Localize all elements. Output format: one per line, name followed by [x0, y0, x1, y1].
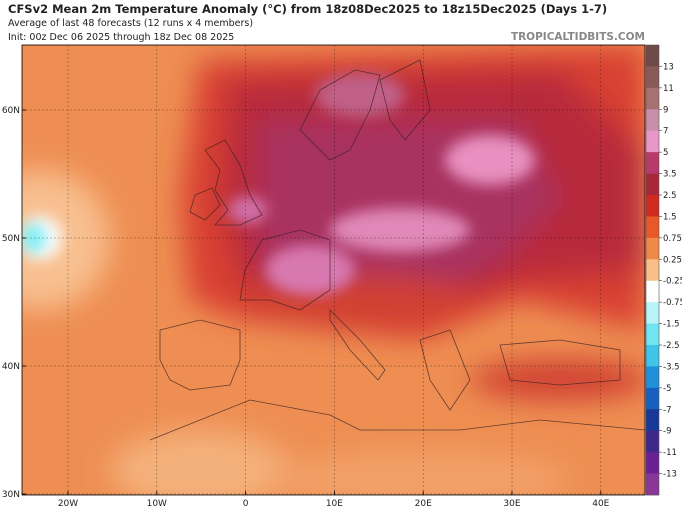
colorbar-segment	[646, 323, 659, 346]
title: CFSv2 Mean 2m Temperature Anomaly (°C) f…	[8, 2, 607, 16]
colorbar-segment	[646, 387, 659, 410]
colorbar-label: 13	[663, 62, 674, 72]
lon-label: 40E	[592, 499, 609, 508]
colorbar-segment	[646, 259, 659, 282]
colorbar-label: 0.75	[663, 234, 682, 244]
colorbar-label: 1.5	[663, 212, 677, 222]
colorbar-label: -7	[663, 405, 671, 415]
lon-label: 10E	[326, 499, 343, 508]
colorbar-label: -0.25	[663, 277, 682, 287]
colorbar-segment	[646, 195, 659, 217]
init-text: Init: 00z Dec 06 2025 through 18z Dec 08…	[8, 32, 234, 43]
colorbar-segment	[646, 45, 659, 67]
colorbar-label: -9	[663, 427, 671, 437]
lat-label: 50N	[2, 234, 20, 244]
colorbar-segment	[646, 109, 659, 132]
colorbar-frame	[645, 44, 660, 496]
colorbar-label: -0.75	[663, 298, 682, 308]
lon-label: 30E	[503, 499, 520, 508]
map-field	[22, 45, 645, 495]
colorbar-label: 2.5	[663, 191, 677, 201]
colorbar-label: -11	[663, 448, 677, 458]
brand: TROPICALTIDBITS.COM	[511, 31, 645, 43]
colorbar-segment	[646, 409, 659, 432]
colorbar-label: -5	[663, 384, 671, 394]
colorbar-segment	[646, 173, 659, 196]
colorbar-label: 0.25	[663, 255, 682, 265]
colorbar-segment	[646, 216, 659, 239]
colorbar-label: 9	[663, 105, 668, 115]
colorbar-segment	[646, 430, 659, 453]
lon-label: 10W	[147, 499, 167, 508]
subtitle: Average of last 48 forecasts (12 runs x …	[8, 18, 253, 29]
colorbar-segment	[646, 366, 659, 389]
colorbar-segment	[646, 130, 659, 153]
colorbar-label: 5	[663, 148, 668, 158]
colorbar-segment	[646, 87, 659, 110]
colorbar-label: -2.5	[663, 341, 680, 351]
colorbar-segment	[646, 66, 659, 89]
colorbar-segment	[646, 473, 659, 496]
colorbar-label: 7	[663, 127, 668, 137]
colorbar-segment	[646, 302, 659, 324]
colorbar-segment	[646, 237, 659, 260]
colorbar-segment	[646, 452, 659, 474]
lon-label: 20E	[415, 499, 432, 508]
colorbar-label: -1.5	[663, 320, 680, 330]
colorbar-segment	[646, 152, 659, 174]
colorbar-segment	[646, 280, 659, 303]
colorbar-segment	[646, 345, 659, 367]
lon-label: 0	[243, 499, 249, 508]
colorbar-label: -13	[663, 470, 677, 480]
colorbar-label: 3.5	[663, 170, 677, 180]
colorbar-label: 11	[663, 84, 674, 94]
map-frame	[21, 44, 646, 496]
lat-label: 30N	[2, 490, 20, 500]
lon-label: 20W	[58, 499, 78, 508]
lat-label: 40N	[2, 362, 20, 372]
colorbar-label: -3.5	[663, 362, 680, 372]
lat-label: 60N	[2, 106, 20, 116]
